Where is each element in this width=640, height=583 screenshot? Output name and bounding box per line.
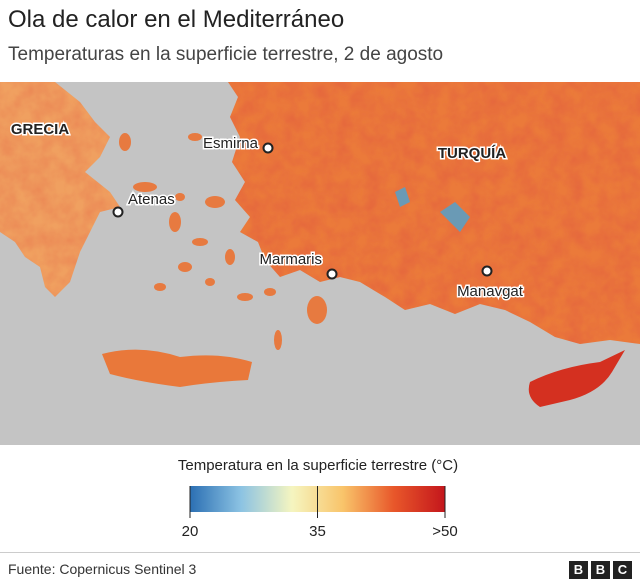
- city-marker: [262, 142, 274, 154]
- subtitle: Temperaturas en la superficie terrestre,…: [8, 44, 444, 65]
- title: Ola de calor en el Mediterráneo: [8, 6, 345, 33]
- logo: B B C: [569, 561, 632, 579]
- divider: [0, 552, 640, 553]
- labels: GRECIA TURQUÍA Esmirna Atenas Marmaris Manavg…: [9, 120, 525, 302]
- source: Fuente: Copernicus Sentinel 3: [8, 561, 197, 577]
- legend-ticks: 20 35 >50: [182, 486, 458, 540]
- logo-letter: B: [569, 561, 588, 579]
- city-label: Marmaris: [260, 251, 323, 268]
- tick-label: 20: [182, 523, 199, 540]
- legend-title: Temperatura en la superficie terrestre (…: [178, 457, 458, 474]
- city-label: Manavgat: [457, 283, 524, 300]
- region-label: TURQUÍA: [438, 145, 506, 162]
- city-marker: [112, 206, 124, 218]
- city-label: Atenas: [128, 191, 175, 208]
- tick-label: >50: [432, 523, 457, 540]
- city-label: Esmirna: [203, 135, 259, 152]
- logo-letter: B: [591, 561, 610, 579]
- city-marker: [326, 268, 338, 280]
- logo-letter: C: [613, 561, 632, 579]
- region-label: GRECIA: [11, 121, 70, 138]
- city-marker: [481, 265, 493, 277]
- map: GRECIA TURQUÍA Esmirna Atenas Marmaris Manavg…: [0, 82, 640, 540]
- tick-label: 35: [309, 523, 326, 540]
